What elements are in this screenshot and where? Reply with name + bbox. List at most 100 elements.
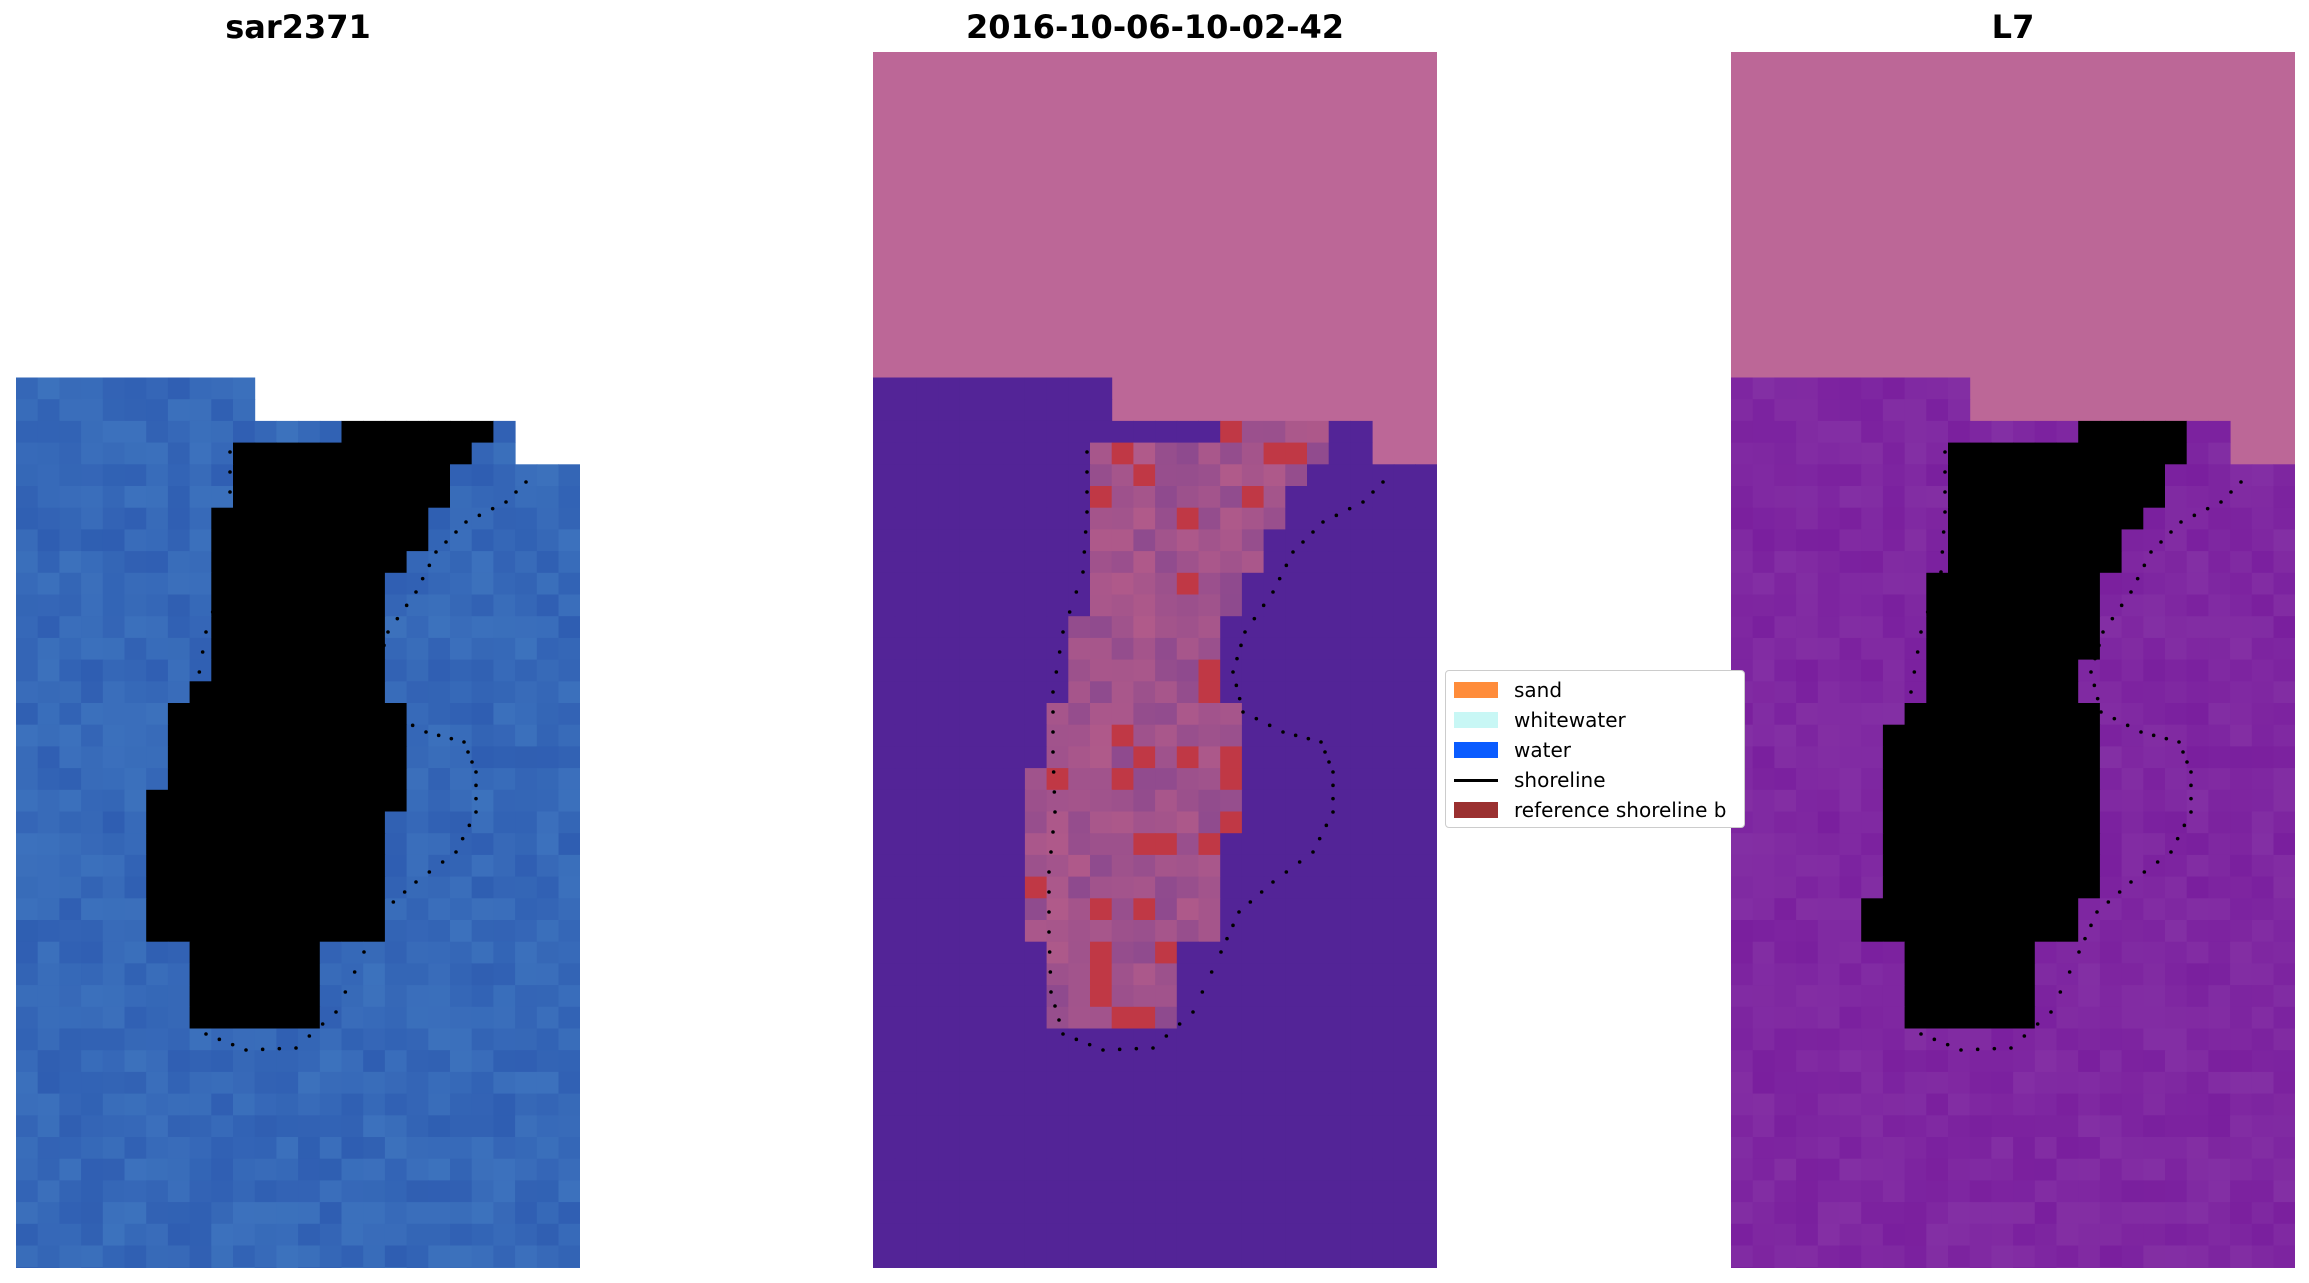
pixel — [1796, 399, 1819, 422]
pixel — [102, 811, 125, 834]
pixel — [450, 1071, 473, 1095]
pixel — [384, 616, 408, 639]
pixel — [916, 377, 939, 400]
pixel — [1176, 464, 1199, 487]
pixel — [1328, 659, 1351, 682]
pixel — [1752, 898, 1775, 921]
pixel — [1926, 941, 1949, 964]
pixel — [1046, 985, 1069, 1008]
pixel — [254, 811, 277, 834]
pixel — [102, 464, 125, 487]
pixel — [211, 681, 234, 704]
pixel — [1752, 572, 1775, 595]
pixel — [1068, 1223, 1091, 1246]
pixel — [363, 1267, 386, 1268]
pixel — [2013, 594, 2036, 617]
pixel — [1024, 1006, 1048, 1029]
shoreline-point — [2089, 670, 2093, 674]
pixel — [1176, 1115, 1199, 1138]
pixel — [1220, 1202, 1243, 1225]
pixel — [1861, 464, 1884, 487]
pixel — [146, 1050, 169, 1073]
pixel — [1904, 659, 1927, 682]
pixel — [873, 594, 896, 617]
pixel — [341, 1245, 364, 1268]
pixel — [16, 594, 39, 617]
pixel — [536, 1028, 559, 1051]
pixel — [981, 703, 1004, 726]
pixel — [1090, 681, 1113, 704]
pixel — [189, 572, 212, 595]
pixel — [1861, 1071, 1884, 1095]
pixel — [1350, 1245, 1373, 1268]
pixel — [916, 963, 939, 986]
pixel — [1393, 572, 1416, 595]
pixel — [1198, 594, 1221, 617]
shoreline-point — [1331, 783, 1335, 788]
pixel — [298, 681, 321, 704]
pixel — [1882, 420, 1906, 444]
pixel — [276, 789, 299, 812]
pixel — [916, 637, 939, 661]
pixel — [406, 507, 429, 530]
pixel — [471, 833, 494, 856]
pixel — [406, 1028, 429, 1051]
pixel — [124, 876, 147, 899]
pixel — [319, 724, 342, 747]
pixel — [471, 1267, 494, 1268]
pixel — [1774, 377, 1797, 400]
pixel — [124, 768, 147, 791]
pixel — [1393, 1267, 1416, 1268]
pixel — [59, 746, 82, 769]
pixel — [1969, 1006, 1992, 1029]
pixel — [1752, 941, 1775, 964]
pixel — [1350, 572, 1373, 595]
pixel — [1839, 1071, 1862, 1095]
pixel — [1263, 1202, 1286, 1225]
pixel — [2121, 681, 2144, 704]
pixel — [2121, 486, 2144, 509]
pixel — [1024, 811, 1048, 834]
pixel — [873, 681, 896, 704]
pixel — [146, 1071, 169, 1095]
pixel — [1991, 724, 2014, 747]
pixel — [1861, 1158, 1884, 1181]
pixel — [81, 637, 104, 661]
pixel — [536, 768, 559, 791]
pixel — [1285, 1137, 1308, 1160]
pixel — [81, 876, 104, 899]
pixel — [938, 1050, 961, 1073]
pixel — [2034, 1158, 2057, 1181]
pixel — [211, 746, 234, 769]
pixel — [1198, 768, 1221, 791]
pixel — [1198, 442, 1221, 465]
pixel — [2099, 1137, 2123, 1160]
pixel — [146, 1245, 169, 1268]
pixel — [1241, 1071, 1265, 1095]
pixel — [558, 594, 580, 617]
pixel — [1176, 616, 1199, 639]
pixel — [1904, 1028, 1927, 1051]
pixel — [493, 1202, 516, 1225]
pixel — [341, 789, 364, 812]
pixel — [1731, 377, 1754, 400]
pixel — [450, 486, 473, 509]
pixel — [1752, 507, 1775, 530]
pixel — [384, 1267, 408, 1268]
shoreline-point — [1243, 630, 1247, 634]
pixel — [341, 637, 364, 661]
pixel — [2251, 659, 2274, 682]
pixel — [2056, 1223, 2079, 1246]
pixel — [981, 746, 1004, 769]
pixel — [233, 985, 256, 1008]
pixel — [1263, 789, 1286, 812]
pixel — [2208, 1202, 2231, 1225]
pixel — [1752, 464, 1775, 487]
pixel — [1969, 1202, 1992, 1225]
pixel — [37, 1180, 60, 1203]
pixel — [2208, 1223, 2231, 1246]
pixel — [1198, 854, 1221, 878]
shoreline-point — [1905, 930, 1909, 934]
pixel — [254, 789, 277, 812]
pixel — [1068, 377, 1091, 400]
